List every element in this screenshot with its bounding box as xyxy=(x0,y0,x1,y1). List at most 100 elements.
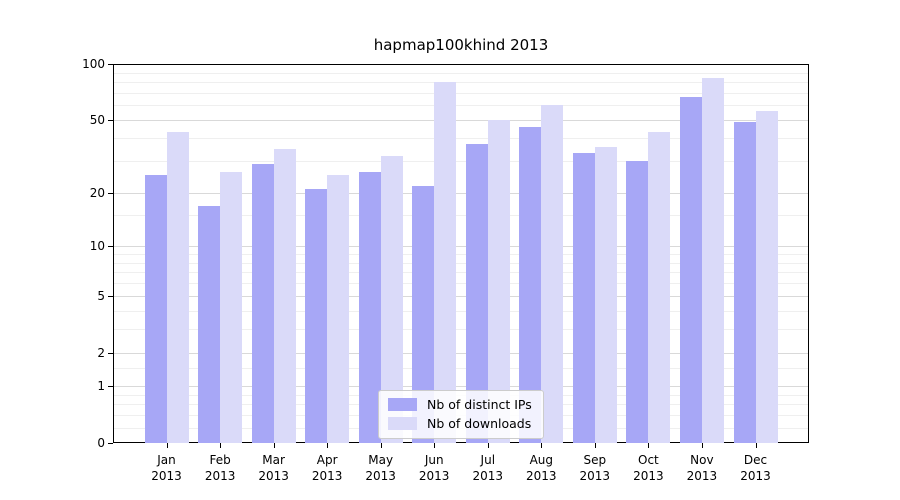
x-tick-mark xyxy=(380,443,382,448)
x-tick-mark xyxy=(273,443,275,448)
y-tick-label: 100 xyxy=(82,57,105,71)
x-tick-year: 2013 xyxy=(686,469,718,483)
gridline-minor xyxy=(113,138,809,139)
y-tick-mark xyxy=(108,443,113,444)
gridline-major xyxy=(113,386,809,388)
gridline-major xyxy=(113,120,809,122)
x-tick-year: 2013 xyxy=(740,469,771,483)
gridline-minor xyxy=(113,272,809,274)
y-tick-label: 20 xyxy=(89,186,105,200)
x-tick-mark xyxy=(701,443,703,448)
y-tick-mark xyxy=(108,295,113,297)
y-tick-label: 0 xyxy=(97,436,105,450)
x-tick-mark xyxy=(327,443,329,448)
x-tick-month: Jun xyxy=(424,453,444,467)
x-tick-month: Oct xyxy=(638,453,659,467)
x-tick-year: 2013 xyxy=(418,469,450,483)
x-tick-mark xyxy=(220,443,222,448)
x-tick-label: Jan 2013 xyxy=(139,452,195,484)
x-tick-label: Sep 2013 xyxy=(567,452,623,484)
bar-downloads-sep xyxy=(594,146,617,443)
bar-distinct-ips-sep xyxy=(572,153,595,443)
bar-distinct-ips-dec xyxy=(733,121,756,443)
bar-distinct-ips-jun xyxy=(412,185,435,443)
gridline-minor xyxy=(113,329,809,331)
legend-swatch-distinct-ips xyxy=(388,398,417,411)
plot-frame xyxy=(113,64,809,443)
x-tick-label: Jun 2013 xyxy=(406,452,462,484)
y-tick-mark xyxy=(108,64,113,65)
gridline-minor xyxy=(113,367,809,369)
gridline-minor xyxy=(113,262,809,264)
bar-downloads-jul xyxy=(487,120,510,443)
x-tick-month: Sep xyxy=(583,453,607,467)
bar-distinct-ips-oct xyxy=(626,161,649,443)
x-tick-label: Feb 2013 xyxy=(192,452,248,484)
x-tick-mark xyxy=(648,443,650,448)
x-tick-year: 2013 xyxy=(151,469,182,483)
bar-downloads-nov xyxy=(701,78,724,443)
bar-distinct-ips-jan xyxy=(144,175,167,443)
legend: Nb of distinct IPs Nb of downloads xyxy=(378,390,544,439)
bar-distinct-ips-apr xyxy=(305,189,328,443)
x-tick-year: 2013 xyxy=(526,469,557,483)
gridline-minor xyxy=(113,161,809,162)
y-tick-label: 1 xyxy=(97,379,105,394)
x-tick-month: Apr xyxy=(316,453,338,467)
y-tick-mark xyxy=(108,246,113,248)
gridline-minor xyxy=(113,215,809,217)
x-tick-month: Jul xyxy=(480,453,496,467)
x-tick-month: Jan xyxy=(157,453,176,467)
y-tick-label: 50 xyxy=(89,113,105,128)
bar-distinct-ips-feb xyxy=(198,205,221,443)
x-tick-year: 2013 xyxy=(579,469,611,483)
bar-downloads-apr xyxy=(327,175,350,443)
bar-downloads-may xyxy=(380,155,403,443)
x-tick-mark xyxy=(594,443,596,448)
bar-downloads-jan xyxy=(166,132,189,443)
bar-distinct-ips-nov xyxy=(679,96,702,443)
x-tick-label: May 2013 xyxy=(353,452,409,484)
x-tick-label: Aug 2013 xyxy=(513,452,569,484)
legend-label-downloads: Nb of downloads xyxy=(427,416,532,431)
gridline-major xyxy=(113,193,809,194)
bar-downloads-dec xyxy=(755,111,778,443)
bar-downloads-mar xyxy=(273,148,296,443)
bar-distinct-ips-aug xyxy=(519,126,542,443)
legend-label-distinct-ips: Nb of distinct IPs xyxy=(427,397,532,412)
bar-downloads-aug xyxy=(541,105,564,443)
y-tick-label: 10 xyxy=(89,239,105,254)
x-tick-mark xyxy=(487,443,489,448)
bar-downloads-oct xyxy=(648,132,671,443)
x-tick-year: 2013 xyxy=(365,469,396,483)
x-tick-label: Dec 2013 xyxy=(728,452,784,484)
x-tick-month: Mar xyxy=(262,453,285,467)
x-tick-label: Nov 2013 xyxy=(674,452,730,484)
y-tick-mark xyxy=(108,120,113,122)
chart-title: hapmap100khind 2013 xyxy=(373,36,549,54)
gridline-major xyxy=(113,352,809,354)
bar-distinct-ips-mar xyxy=(251,163,274,443)
gridline-minor xyxy=(113,72,809,74)
bar-downloads-jun xyxy=(434,82,457,443)
x-tick-mark xyxy=(434,443,436,448)
x-tick-year: 2013 xyxy=(204,469,236,483)
x-tick-month: Nov xyxy=(690,453,714,467)
x-tick-year: 2013 xyxy=(258,469,289,483)
gridline-minor xyxy=(113,82,809,84)
x-tick-mark xyxy=(755,443,757,448)
x-tick-month: May xyxy=(368,453,394,467)
x-tick-label: Mar 2013 xyxy=(246,452,302,484)
x-tick-year: 2013 xyxy=(472,469,504,483)
bar-distinct-ips-jul xyxy=(465,144,488,443)
gridline-minor xyxy=(113,253,809,255)
x-tick-mark xyxy=(541,443,543,448)
gridline-major xyxy=(113,295,809,297)
y-tick-mark xyxy=(108,352,113,354)
x-tick-label: Apr 2013 xyxy=(299,452,355,484)
legend-item-distinct-ips: Nb of distinct IPs xyxy=(388,397,532,412)
legend-swatch-downloads xyxy=(388,417,417,430)
x-tick-mark xyxy=(166,443,168,448)
gridline-major xyxy=(113,246,809,248)
